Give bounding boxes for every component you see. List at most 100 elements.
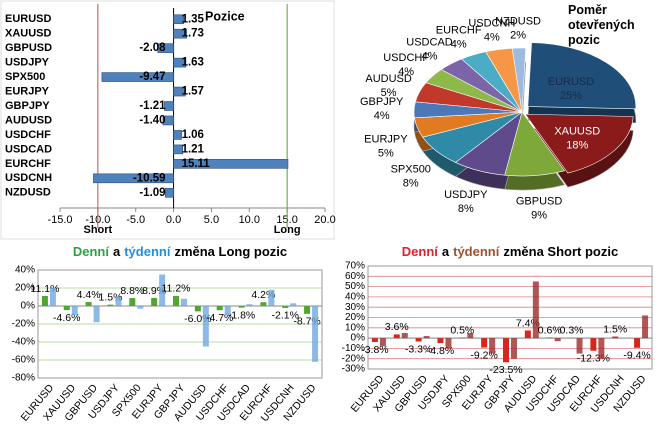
slice-value: 8% [458, 203, 474, 215]
slice-label: GBPUSD [516, 195, 563, 207]
y-tick-label: -10% [342, 343, 365, 354]
slice-value: 18% [566, 139, 588, 151]
slice-value: 9% [531, 209, 547, 221]
bar [260, 302, 267, 306]
bar [554, 338, 561, 342]
bar [115, 297, 122, 306]
bar [312, 306, 319, 362]
y-tick-label: -30% [342, 364, 365, 375]
bar [173, 57, 187, 68]
bar [173, 130, 182, 140]
value-label: 0.3% [560, 325, 584, 337]
title-part: změna Short pozic [503, 244, 618, 259]
bar [101, 72, 174, 82]
chart-title: Denní a týdenní změna Long pozic [73, 244, 287, 259]
bar [642, 315, 649, 339]
slice-label: NZDUSD [495, 16, 541, 28]
bar [173, 14, 185, 25]
category-label: NZDUSD [5, 187, 51, 199]
bar [41, 296, 48, 306]
y-tick-label: 20% [15, 283, 35, 294]
bar [173, 159, 289, 169]
bar [401, 332, 408, 339]
value-label: 1.06 [182, 129, 204, 141]
x-tick-label: 10.0 [239, 214, 260, 226]
pie-slice [524, 113, 634, 174]
value-label: -12.3% [577, 353, 610, 365]
value-label: 1.63 [182, 57, 204, 69]
bar [524, 330, 531, 339]
value-label: -1.8% [228, 309, 255, 321]
x-tick-label: 5.0 [204, 214, 219, 226]
slice-value: 5% [378, 147, 394, 159]
slice-value: 25% [560, 90, 582, 102]
value-label: 0.6% [538, 324, 562, 336]
bar [93, 306, 100, 323]
bar [246, 304, 253, 306]
value-label: -1.40 [139, 114, 165, 126]
slice-label: AUDUSD [365, 73, 412, 85]
bar [532, 281, 539, 339]
annotation: Short [83, 224, 112, 236]
slice-value: 4% [398, 66, 414, 78]
bar [216, 306, 223, 311]
value-label: 8.8% [120, 285, 144, 297]
y-tick-label: 20% [345, 312, 365, 323]
bar [612, 336, 619, 339]
bar [173, 28, 187, 39]
bar [107, 304, 114, 306]
x-tick-label: 0.0 [166, 214, 181, 226]
bar [423, 336, 430, 339]
bar [85, 302, 92, 306]
y-tick-label: -40% [12, 337, 35, 348]
plot-frame [37, 269, 323, 379]
bar [224, 306, 231, 315]
bar [137, 306, 144, 309]
value-label: -1.09 [139, 187, 165, 199]
bar [379, 338, 386, 347]
bar [157, 43, 174, 53]
chart-title: Pozice [205, 9, 245, 23]
slice-value: 8% [403, 178, 419, 190]
title-part: týdenní [124, 244, 171, 259]
slice-value: 2% [510, 30, 526, 42]
value-label: -9.4% [623, 350, 650, 362]
slice-value: 4% [451, 39, 467, 51]
value-label: -2.1% [272, 310, 299, 322]
slice-label: XAUUSD [554, 125, 600, 137]
bar [290, 303, 297, 306]
slice-value: 5% [381, 87, 397, 99]
value-label: 15.11 [182, 158, 211, 170]
category-label: GBPUSD [5, 42, 52, 54]
slice-label: USDJPY [444, 189, 488, 201]
category-label: USDCNH [5, 172, 52, 184]
slice-label: EURJPY [364, 133, 408, 145]
value-label: -1.21 [139, 100, 166, 112]
bar [459, 337, 466, 339]
x-tick-label: -5.0 [126, 214, 145, 226]
y-tick-label: 30% [345, 302, 365, 313]
value-label: -4.7% [206, 312, 233, 324]
title-part: týdenní [453, 244, 500, 259]
value-label: -3.3% [405, 343, 432, 355]
category-label: EURCHF [5, 158, 51, 170]
bar [151, 297, 158, 306]
category-label: XAUUSD [5, 28, 52, 40]
value-label: 11.2% [162, 283, 191, 295]
value-label: 1.21 [182, 143, 205, 155]
slice-label: GBPJPY [360, 96, 404, 108]
bar [165, 187, 174, 198]
slice-value: 4% [374, 110, 390, 122]
y-tick-label: 10% [345, 322, 365, 333]
bar [71, 306, 78, 315]
title-part: Denní [73, 244, 110, 259]
bar [93, 173, 174, 184]
bar [173, 295, 179, 306]
bar [202, 306, 209, 347]
bar [282, 306, 289, 308]
bar [63, 306, 70, 311]
pie-title: Poměr otevřených pozic [568, 3, 635, 47]
x-tick-label: -15.0 [47, 214, 72, 226]
category-label: EURJPY [5, 85, 50, 97]
